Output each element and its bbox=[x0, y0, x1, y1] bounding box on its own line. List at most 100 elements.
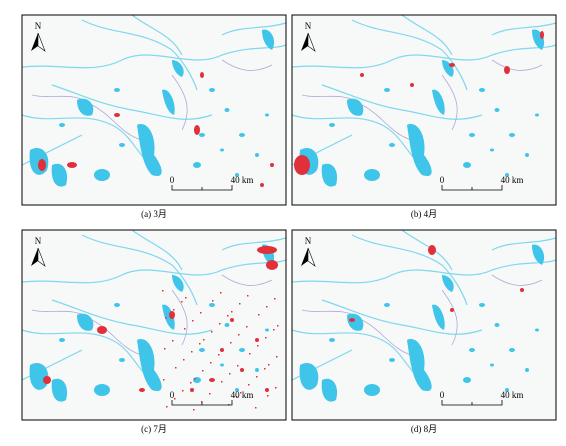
water-change bbox=[428, 245, 436, 255]
water-change bbox=[266, 260, 278, 270]
water-change bbox=[246, 326, 248, 328]
water-change bbox=[200, 72, 204, 78]
water-change bbox=[227, 315, 229, 317]
water-change bbox=[265, 388, 269, 392]
water-change bbox=[202, 370, 204, 372]
water-change bbox=[191, 351, 193, 353]
water-change bbox=[256, 376, 258, 378]
map-panel: N 0 40 km bbox=[291, 229, 557, 421]
map-panel: N 0 40 km bbox=[21, 14, 287, 206]
water-change bbox=[194, 378, 196, 380]
water-change bbox=[97, 326, 107, 334]
scale-bar bbox=[171, 400, 233, 406]
north-arrow-left bbox=[31, 248, 38, 266]
scale-start: 0 bbox=[170, 175, 175, 185]
caption: (d) 8月 bbox=[411, 424, 437, 434]
water-change bbox=[209, 378, 215, 382]
water-change bbox=[294, 155, 310, 175]
water-change bbox=[210, 362, 212, 364]
water-change bbox=[449, 63, 455, 67]
water-change bbox=[268, 364, 270, 366]
water-change bbox=[199, 343, 201, 345]
scale-end: 40 km bbox=[231, 390, 254, 400]
water-change bbox=[275, 387, 277, 389]
water-change bbox=[248, 384, 250, 386]
water-change bbox=[231, 311, 233, 313]
scale-start: 0 bbox=[440, 175, 445, 185]
water-change bbox=[257, 246, 277, 254]
caption: (a) 3月 bbox=[141, 209, 167, 219]
water-change bbox=[270, 163, 274, 167]
map-frame bbox=[291, 14, 557, 206]
scale-bar bbox=[171, 185, 233, 191]
water-change bbox=[219, 323, 221, 325]
water-change bbox=[264, 368, 266, 370]
water-change bbox=[236, 396, 238, 398]
water-change bbox=[190, 382, 192, 384]
scale-end: 40 km bbox=[501, 390, 524, 400]
water-change bbox=[164, 348, 166, 350]
water-change bbox=[249, 353, 251, 355]
water-change bbox=[229, 373, 231, 375]
water-change bbox=[349, 318, 355, 322]
water-change bbox=[43, 376, 51, 384]
water-change bbox=[139, 388, 145, 392]
water-change bbox=[504, 66, 510, 74]
north-label: N bbox=[305, 236, 312, 246]
caption: (b) 4月 bbox=[411, 209, 437, 219]
water-change bbox=[173, 309, 175, 311]
water-change bbox=[165, 317, 167, 319]
water-change bbox=[200, 312, 202, 314]
water-change bbox=[221, 381, 223, 383]
water-change bbox=[212, 300, 214, 302]
water-change bbox=[238, 334, 240, 336]
scale-end: 40 km bbox=[231, 175, 254, 185]
north-arrow-left bbox=[31, 33, 38, 51]
water-change bbox=[255, 338, 259, 342]
water-change bbox=[520, 288, 524, 292]
water-change bbox=[194, 125, 200, 135]
caption: (c) 7月 bbox=[141, 424, 167, 434]
water-change bbox=[38, 159, 46, 171]
water-change bbox=[201, 401, 203, 403]
water-change bbox=[67, 162, 77, 168]
north-arrow-right bbox=[307, 32, 316, 52]
map-panel: N 0 40 km bbox=[21, 229, 287, 421]
water-change bbox=[203, 339, 205, 341]
water-change bbox=[240, 392, 242, 394]
water-change bbox=[174, 398, 176, 400]
scale-bar bbox=[441, 400, 503, 406]
water-change bbox=[220, 348, 224, 352]
water-change bbox=[410, 83, 414, 87]
water-change bbox=[163, 379, 165, 381]
water-change bbox=[185, 297, 187, 299]
water-change bbox=[190, 388, 194, 392]
water-change bbox=[175, 367, 177, 369]
water-change bbox=[218, 354, 220, 356]
map-frame bbox=[21, 14, 287, 206]
water-change bbox=[240, 368, 244, 372]
water-change bbox=[239, 303, 241, 305]
water-change bbox=[114, 113, 120, 117]
water-change bbox=[277, 325, 279, 327]
water-change bbox=[183, 359, 185, 361]
north-arrow-left bbox=[301, 248, 308, 266]
water-change bbox=[265, 337, 267, 339]
map-panel: N 0 40 km bbox=[291, 14, 557, 206]
water-change bbox=[258, 314, 260, 316]
north-arrow-right bbox=[37, 32, 46, 52]
scale-bar bbox=[441, 185, 503, 191]
water-change bbox=[273, 329, 275, 331]
water-change bbox=[540, 31, 544, 39]
water-change bbox=[182, 390, 184, 392]
water-change bbox=[184, 328, 186, 330]
water-change bbox=[360, 73, 364, 77]
north-label: N bbox=[305, 21, 312, 31]
water-change bbox=[230, 342, 232, 344]
north-arrow-right bbox=[37, 247, 46, 267]
water-change bbox=[267, 395, 269, 397]
water-change bbox=[276, 356, 278, 358]
water-change bbox=[166, 406, 168, 408]
water-change bbox=[260, 183, 264, 187]
